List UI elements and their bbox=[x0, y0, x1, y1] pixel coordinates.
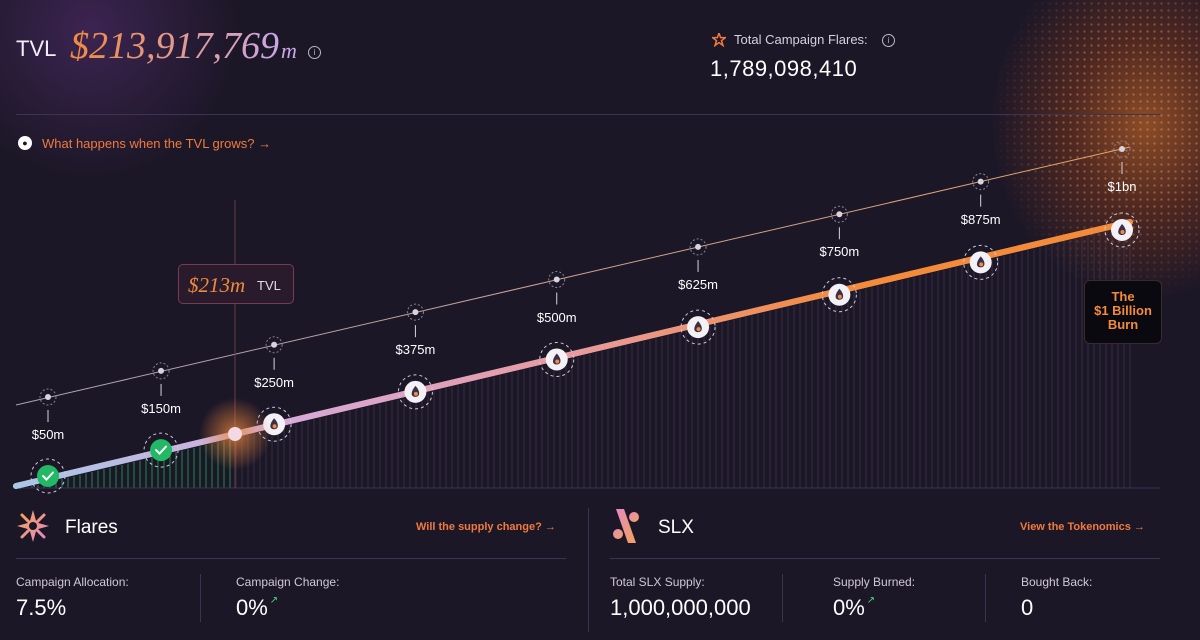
bought-back-label: Bought Back: bbox=[1021, 575, 1093, 589]
flame-core bbox=[272, 424, 277, 429]
milestone-label: $625m bbox=[678, 276, 718, 292]
tvl-value: $213,917,769 bbox=[70, 25, 279, 67]
slx-title: SLX bbox=[658, 517, 694, 538]
flame-core bbox=[555, 359, 560, 364]
tokenomics-link[interactable]: View the Tokenomics → bbox=[1020, 521, 1145, 533]
slx-divider bbox=[610, 558, 1160, 559]
milestone-label: $250m bbox=[254, 374, 294, 390]
check-mark bbox=[42, 471, 54, 481]
milestone-upper-dot bbox=[45, 394, 51, 400]
trend-up-icon: ↗ bbox=[866, 595, 876, 606]
milestone-nodes bbox=[30, 212, 1140, 494]
tvl-unit: m bbox=[281, 38, 297, 63]
milestone-node-ring bbox=[143, 432, 179, 468]
tvl-label: TVL bbox=[16, 36, 57, 61]
total-supply-value: 1,000,000,000 bbox=[610, 595, 751, 620]
milestone-upper-ring bbox=[548, 271, 566, 289]
milestone-upper-dot bbox=[158, 367, 165, 374]
current-tvl-unit: TVL bbox=[257, 278, 281, 293]
tvl-milestone-chart bbox=[13, 140, 1160, 494]
star-icon bbox=[712, 33, 726, 47]
stat-separator bbox=[782, 574, 783, 622]
current-tvl-value: $213m bbox=[188, 273, 246, 297]
milestone-upper-ring bbox=[689, 238, 707, 256]
supply-burned-value: 0% ↗ bbox=[833, 595, 875, 621]
flares-divider bbox=[16, 558, 566, 559]
billion-burn-badge[interactable]: The $1 Billion Burn bbox=[1084, 280, 1162, 344]
milestone-node-ring bbox=[963, 244, 999, 280]
campaign-change-number: 0% bbox=[236, 595, 268, 620]
milestone-node-ring bbox=[680, 309, 716, 345]
milestone-label: $750m bbox=[819, 244, 860, 260]
bought-back-value: 0 bbox=[1021, 595, 1034, 620]
trend-up-icon: ↗ bbox=[269, 595, 279, 606]
milestone-node-ring bbox=[397, 374, 433, 410]
campaign-allocation-label: Campaign Allocation: bbox=[16, 575, 129, 589]
flame-core bbox=[413, 391, 418, 396]
current-tvl-dot bbox=[228, 427, 242, 441]
milestone-label: $375m bbox=[395, 342, 436, 358]
campaign-change-label: Campaign Change: bbox=[236, 575, 340, 589]
milestone-upper-ring bbox=[830, 205, 848, 223]
progress-line bbox=[13, 219, 1133, 489]
milestone-label: $500m bbox=[536, 309, 577, 325]
milestone-label: $50m bbox=[31, 427, 65, 442]
flares-title: Flares bbox=[65, 517, 118, 538]
milestone-upper-dot bbox=[412, 309, 419, 316]
milestone-label: $150m bbox=[141, 400, 181, 416]
total-flares-label: Total Campaign Flares: bbox=[734, 32, 868, 47]
burn-line-2: $1 Billion bbox=[1094, 303, 1152, 318]
supply-change-link[interactable]: Will the supply change? → bbox=[416, 521, 556, 533]
burn-line-1: The bbox=[1111, 289, 1135, 304]
milestone-upper-dot bbox=[553, 276, 560, 283]
milestone-node-ring bbox=[30, 458, 66, 494]
tvl-info-icon[interactable]: i bbox=[308, 46, 321, 59]
sparkle-star-icon bbox=[17, 510, 49, 542]
flame-core bbox=[696, 327, 701, 332]
stat-separator bbox=[985, 574, 986, 622]
current-tvl-callout: $213m TVL bbox=[178, 264, 294, 304]
campaign-change-value: 0% ↗ bbox=[236, 595, 278, 621]
milestone-label: $875m bbox=[960, 211, 1001, 227]
milestone-connectors bbox=[47, 162, 1123, 422]
milestone-upper-dot bbox=[1119, 146, 1125, 152]
supply-burned-number: 0% bbox=[833, 595, 865, 620]
chart-hatching bbox=[235, 226, 1131, 488]
milestone-upper-dot bbox=[695, 243, 702, 250]
milestone-node-ring bbox=[539, 341, 575, 377]
slx-logo-icon bbox=[613, 509, 639, 543]
flame-icon: ● bbox=[18, 136, 32, 150]
milestone-upper-dots bbox=[39, 140, 1131, 406]
flame-core bbox=[1120, 230, 1125, 234]
milestone-upper-ring bbox=[265, 336, 283, 354]
milestone-upper-dot bbox=[271, 341, 278, 348]
campaign-allocation-value: 7.5% bbox=[16, 595, 67, 620]
milestone-label: $1bn bbox=[1107, 179, 1137, 194]
stat-separator bbox=[200, 574, 201, 622]
milestone-node-ring bbox=[821, 277, 857, 313]
total-supply-label: Total SLX Supply: bbox=[610, 575, 705, 589]
milestone-upper-dot bbox=[977, 178, 984, 185]
supply-burned-label: Supply Burned: bbox=[833, 575, 916, 589]
total-flares-value: 1,789,098,410 bbox=[710, 56, 858, 81]
check-mark bbox=[155, 445, 168, 456]
milestone-node-ring bbox=[256, 406, 292, 442]
milestone-upper-ring bbox=[972, 173, 990, 191]
header-divider bbox=[16, 114, 1160, 115]
section-separator bbox=[588, 508, 589, 632]
target-line bbox=[15, 146, 1131, 406]
milestone-upper-ring bbox=[406, 303, 424, 321]
milestone-upper-ring bbox=[39, 388, 57, 406]
tvl-grows-link[interactable]: What happens when the TVL grows? → bbox=[42, 136, 272, 151]
check-icon bbox=[150, 439, 173, 462]
flame-core bbox=[979, 262, 984, 267]
flame-core bbox=[837, 294, 842, 299]
milestone-upper-dot bbox=[836, 211, 843, 218]
check-icon bbox=[37, 465, 59, 487]
milestone-node-ring bbox=[1104, 212, 1140, 248]
milestone-upper-ring bbox=[1113, 140, 1131, 158]
milestone-upper-ring bbox=[152, 362, 170, 380]
total-flares-info-icon[interactable]: i bbox=[882, 34, 895, 47]
burn-line-3: Burn bbox=[1107, 317, 1139, 332]
